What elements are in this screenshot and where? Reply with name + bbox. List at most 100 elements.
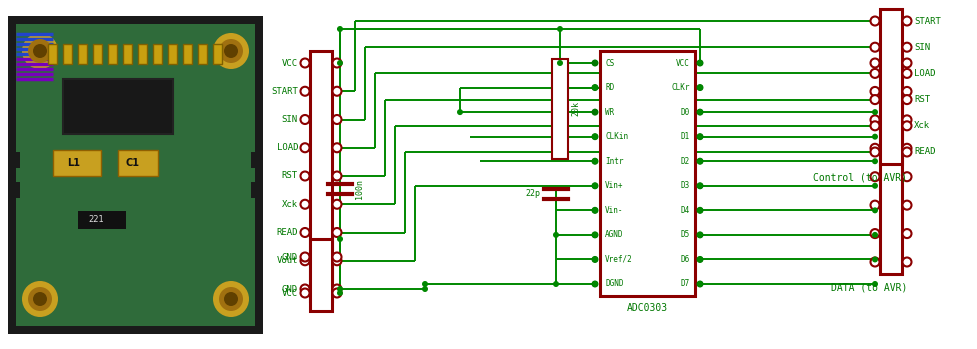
Text: 221: 221 — [88, 215, 104, 224]
Bar — [213, 44, 222, 64]
Circle shape — [871, 116, 879, 124]
Circle shape — [697, 134, 703, 140]
Bar — [78, 211, 126, 229]
Text: VCC: VCC — [676, 59, 690, 67]
Circle shape — [28, 287, 52, 311]
Circle shape — [557, 60, 563, 66]
Circle shape — [697, 133, 703, 140]
Circle shape — [871, 43, 879, 52]
Circle shape — [22, 33, 58, 69]
Text: CS: CS — [605, 59, 615, 67]
Circle shape — [33, 44, 47, 58]
Text: D5: D5 — [681, 230, 690, 239]
Text: Vin+: Vin+ — [605, 181, 623, 190]
Circle shape — [872, 134, 878, 140]
Bar — [880, 51, 902, 274]
Bar — [93, 44, 102, 64]
Text: D6: D6 — [681, 255, 690, 264]
Circle shape — [301, 115, 310, 124]
Circle shape — [903, 43, 912, 52]
Circle shape — [592, 158, 598, 164]
Circle shape — [301, 228, 310, 237]
Circle shape — [591, 109, 599, 116]
Bar — [153, 44, 162, 64]
Circle shape — [903, 16, 912, 25]
Circle shape — [697, 59, 703, 67]
Bar — [118, 150, 158, 176]
Circle shape — [697, 182, 703, 189]
Text: SIN: SIN — [282, 115, 298, 124]
Circle shape — [697, 109, 703, 116]
Circle shape — [872, 183, 878, 189]
Circle shape — [903, 116, 912, 124]
Circle shape — [592, 232, 598, 238]
Circle shape — [697, 257, 703, 262]
Bar — [251, 182, 263, 198]
Bar — [138, 44, 147, 64]
Circle shape — [591, 256, 599, 263]
Text: DATA (to AVR): DATA (to AVR) — [830, 282, 907, 292]
Circle shape — [871, 144, 879, 153]
Text: VCC: VCC — [282, 59, 298, 67]
Circle shape — [591, 207, 599, 214]
Circle shape — [332, 143, 342, 152]
Circle shape — [871, 16, 879, 25]
Circle shape — [697, 109, 703, 115]
Text: LOAD: LOAD — [914, 69, 936, 78]
Circle shape — [697, 84, 703, 91]
Circle shape — [871, 229, 879, 238]
Text: RST: RST — [914, 95, 930, 104]
Circle shape — [332, 252, 342, 261]
Text: Xck: Xck — [282, 200, 298, 209]
Text: CLKin: CLKin — [605, 132, 628, 141]
Text: 22p: 22p — [525, 190, 540, 199]
Circle shape — [457, 109, 463, 115]
Text: D2: D2 — [681, 157, 690, 166]
Circle shape — [553, 232, 559, 238]
Circle shape — [591, 158, 599, 165]
Circle shape — [224, 44, 238, 58]
Text: GND: GND — [282, 252, 298, 261]
Text: START: START — [272, 87, 298, 96]
Circle shape — [871, 69, 879, 78]
Text: LOAD: LOAD — [276, 143, 298, 152]
Bar — [63, 79, 173, 134]
Circle shape — [872, 207, 878, 213]
Bar — [183, 44, 192, 64]
Text: SIN: SIN — [914, 43, 930, 52]
Text: D4: D4 — [681, 206, 690, 215]
Bar — [8, 152, 20, 168]
Circle shape — [332, 200, 342, 209]
Circle shape — [332, 59, 342, 67]
Text: ADC0303: ADC0303 — [627, 303, 668, 313]
Circle shape — [872, 109, 878, 115]
Bar — [8, 182, 20, 198]
Circle shape — [872, 158, 878, 164]
Circle shape — [213, 281, 249, 317]
Text: L1: L1 — [67, 158, 80, 168]
Circle shape — [332, 171, 342, 180]
Circle shape — [872, 281, 878, 287]
Circle shape — [219, 39, 243, 63]
Text: D7: D7 — [681, 280, 690, 289]
Circle shape — [903, 144, 912, 153]
Text: C1: C1 — [126, 158, 140, 168]
Circle shape — [422, 286, 428, 292]
Bar — [251, 152, 263, 168]
Circle shape — [22, 281, 58, 317]
Circle shape — [871, 95, 879, 104]
Circle shape — [697, 60, 703, 66]
Circle shape — [903, 148, 912, 156]
Circle shape — [301, 252, 310, 261]
Circle shape — [337, 290, 343, 296]
Circle shape — [697, 207, 703, 213]
Circle shape — [903, 87, 912, 96]
Circle shape — [871, 201, 879, 210]
Text: CLKr: CLKr — [671, 83, 690, 92]
Bar — [63, 44, 72, 64]
Bar — [310, 51, 332, 301]
Circle shape — [332, 228, 342, 237]
Bar — [78, 44, 87, 64]
Circle shape — [337, 286, 343, 292]
Circle shape — [301, 289, 310, 297]
